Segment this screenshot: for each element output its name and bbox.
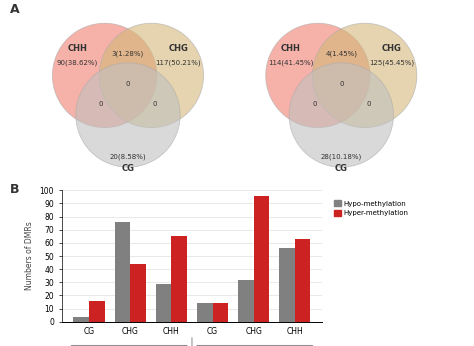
Text: 0: 0 [366,101,371,107]
Text: 0: 0 [312,101,317,107]
Ellipse shape [76,63,180,167]
Text: CHG: CHG [382,44,401,53]
Text: CG: CG [335,164,348,173]
Text: 4(1.45%): 4(1.45%) [325,51,357,57]
Text: 117(50.21%): 117(50.21%) [155,60,201,66]
Bar [115,222,130,322]
Text: 3(1.28%): 3(1.28%) [112,51,144,57]
Bar [130,264,146,322]
Bar [279,248,295,322]
Text: CHH: CHH [281,44,301,53]
Bar [73,317,89,322]
Ellipse shape [289,63,393,167]
Text: CG: CG [121,164,135,173]
Text: 20(8.58%): 20(8.58%) [109,153,146,160]
Ellipse shape [99,23,203,128]
Bar [254,195,269,322]
Bar [212,303,228,322]
Text: A: A [9,3,19,17]
Legend: Hypo-methylation, Hyper-methylation: Hypo-methylation, Hyper-methylation [334,200,408,216]
Bar [89,301,105,322]
Bar [238,280,254,322]
Text: 28(10.18%): 28(10.18%) [320,153,362,160]
Bar [172,236,187,322]
Text: CHH: CHH [68,44,88,53]
Text: 0: 0 [99,101,103,107]
Ellipse shape [266,23,370,128]
Ellipse shape [53,23,157,128]
Bar [197,303,212,322]
Bar [295,239,310,322]
Text: 114(41.45%): 114(41.45%) [268,60,314,66]
Ellipse shape [312,23,417,128]
Bar [156,284,172,322]
Text: 125(45.45%): 125(45.45%) [369,60,414,66]
Text: B: B [9,183,19,197]
Text: 0: 0 [126,81,130,88]
Text: 0: 0 [153,101,157,107]
Y-axis label: Numbers of DMRs: Numbers of DMRs [25,222,34,290]
Text: CHG: CHG [168,44,188,53]
Text: 0: 0 [339,81,344,88]
Text: 90(38.62%): 90(38.62%) [57,60,98,66]
